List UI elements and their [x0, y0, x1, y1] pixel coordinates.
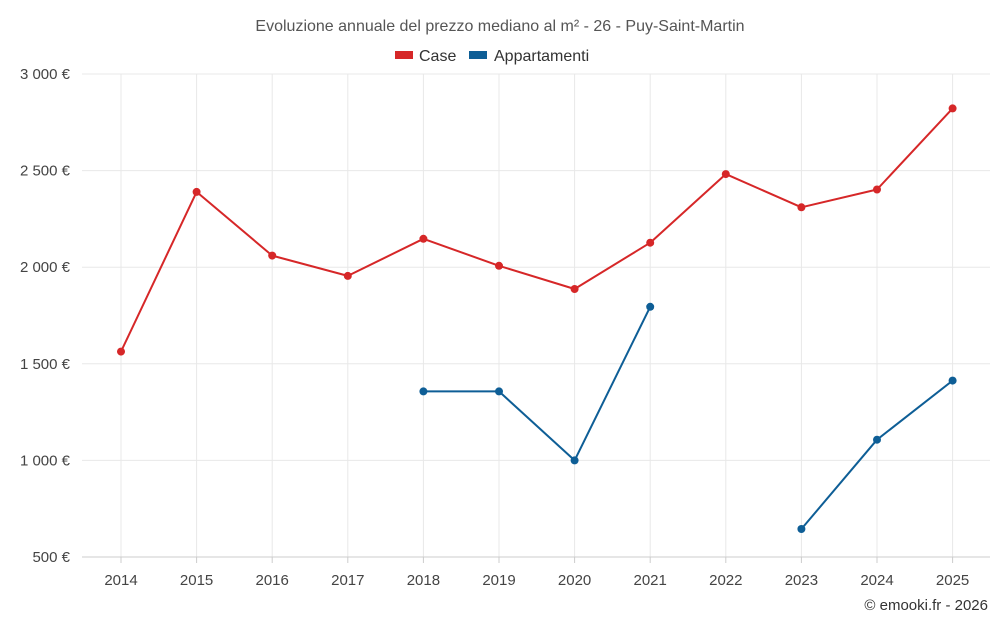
y-tick-label: 500 € [32, 549, 70, 566]
y-tick-label: 2 000 € [20, 259, 71, 276]
data-point-appartamenti[interactable] [797, 525, 806, 533]
data-point-case[interactable] [343, 271, 352, 280]
x-tick-label: 2014 [104, 572, 137, 589]
y-tick-label: 1 500 € [20, 356, 71, 373]
axes: 500 € 1 000 € 1 500 € 2 000 € 2 500 € 3 000 €… [20, 66, 990, 589]
credit-text: © emooki.fr - 2026 [864, 597, 988, 614]
data-point-appartamenti[interactable] [948, 376, 957, 385]
x-tick-label: 2021 [634, 572, 667, 589]
legend-swatch-case [395, 51, 413, 59]
data-point-case[interactable] [948, 104, 957, 113]
y-tick-label: 2 500 € [20, 163, 71, 180]
data-point-appartamenti[interactable] [646, 302, 655, 311]
x-tick-label: 2024 [860, 572, 893, 589]
data-point-appartamenti[interactable] [495, 387, 503, 396]
chart-title: Evoluzione annuale del prezzo mediano al… [255, 18, 744, 35]
y-tick-label: 1 000 € [20, 452, 71, 469]
legend-swatch-appartamenti [469, 51, 487, 59]
data-point-case[interactable] [117, 347, 125, 356]
data-point-appartamenti[interactable] [419, 387, 428, 396]
series-line-case [120, 107, 954, 353]
x-tick-label: 2016 [256, 572, 289, 589]
data-point-case[interactable] [721, 170, 730, 179]
data-point-case[interactable] [570, 285, 579, 293]
data-point-case[interactable] [797, 203, 806, 212]
data-point-case[interactable] [192, 187, 201, 196]
x-tick-label: 2019 [482, 572, 515, 589]
x-tick-label: 2025 [936, 572, 969, 589]
legend-label-case: Case [419, 48, 456, 65]
series-line-appartamenti [423, 306, 652, 462]
x-tick-label: 2015 [180, 572, 213, 589]
x-tick-label: 2020 [558, 572, 591, 589]
y-tick-label: 3 000 € [20, 66, 71, 83]
data-point-case[interactable] [268, 251, 277, 260]
x-tick-label: 2018 [407, 572, 440, 589]
data-point-case[interactable] [495, 261, 503, 270]
legend[interactable]: Case Appartamenti [395, 48, 589, 65]
legend-label-appartamenti: Appartamenti [494, 48, 589, 65]
x-tick-label: 2022 [709, 572, 742, 589]
grid [82, 73, 990, 557]
data-point-appartamenti[interactable] [570, 456, 579, 465]
data-point-case[interactable] [646, 238, 655, 247]
x-tick-label: 2017 [331, 572, 364, 589]
series [117, 104, 957, 533]
x-tick-label: 2023 [785, 572, 818, 589]
data-point-case[interactable] [873, 185, 881, 194]
data-point-case[interactable] [419, 234, 428, 243]
data-point-appartamenti[interactable] [873, 435, 881, 444]
